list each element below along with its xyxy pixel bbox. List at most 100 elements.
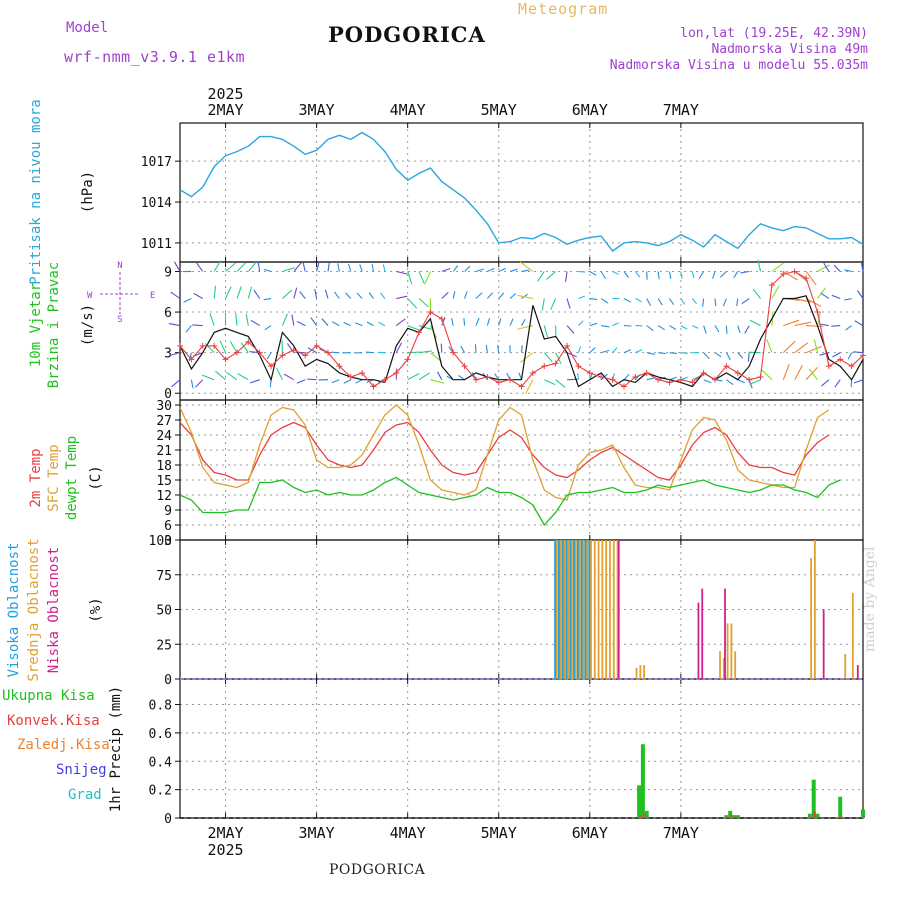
wind-barb — [646, 325, 654, 332]
wind-barb — [578, 270, 586, 273]
wind-barb — [355, 379, 363, 384]
temp-line-2 — [179, 476, 841, 527]
wind-gust-marker — [768, 282, 775, 288]
wind-barb — [170, 291, 181, 299]
wind-barb — [475, 317, 480, 326]
year-label-top: 2025 — [207, 85, 243, 103]
elevation-label: Nadmorska Visina 49m — [711, 42, 868, 57]
wind-gust-marker — [632, 374, 639, 380]
precip-bar-1 — [639, 815, 642, 818]
wind-barb — [192, 324, 203, 327]
wind-barb — [658, 352, 666, 355]
wind-gust-marker — [359, 369, 366, 376]
wind-barb — [546, 271, 557, 280]
wind-barb — [424, 271, 431, 285]
wind-barb — [794, 321, 811, 327]
wind-gust-marker — [370, 383, 377, 390]
wind-barb — [550, 298, 557, 311]
wind-barb — [783, 319, 800, 327]
wind-barb — [249, 379, 260, 384]
wind-barb — [541, 298, 545, 311]
x-tick-label-bottom: 3MAY — [299, 824, 335, 842]
wind-barb — [805, 367, 818, 381]
wind-barb — [452, 265, 459, 272]
wind-barb — [337, 263, 340, 272]
wind-barb — [805, 345, 822, 354]
precip-bar-1 — [734, 816, 736, 818]
precip-bar-0 — [724, 815, 729, 818]
cloud-axis-label-mid: Srednja Oblacnost — [26, 538, 42, 681]
precip-bar-0 — [732, 815, 736, 818]
y-tick-label: 30 — [156, 399, 172, 414]
wind-barb — [190, 379, 194, 389]
precip-bar-1 — [642, 813, 645, 819]
wind-barb — [437, 371, 443, 380]
wind-barb — [831, 294, 841, 300]
wind-barb — [521, 269, 529, 273]
wind-barb — [282, 289, 293, 299]
wind-gust-marker — [609, 376, 616, 383]
wind-barb — [168, 323, 181, 327]
wind-barb — [761, 369, 773, 381]
wind-barb — [766, 339, 773, 353]
wind-barb — [464, 291, 468, 299]
wind-gust-marker — [666, 379, 673, 386]
wind-gust-marker — [814, 309, 821, 316]
wind-gust-marker — [780, 271, 787, 278]
wind-barb — [577, 346, 582, 353]
wind-gust-marker — [677, 376, 684, 383]
wind-barb — [737, 379, 745, 384]
wind-barb — [382, 264, 386, 272]
wind-gust-line — [179, 270, 864, 388]
wind-barb — [669, 325, 677, 330]
wind-barb — [282, 267, 295, 272]
wind-barb — [635, 349, 643, 354]
precip-bar-0 — [861, 809, 865, 818]
precip-bar-1 — [730, 815, 733, 818]
wind-barb — [395, 318, 406, 327]
precip-bar-0 — [644, 810, 649, 819]
wind-barb — [486, 292, 494, 299]
precip-bar-0 — [838, 796, 843, 819]
wind-barb — [601, 325, 610, 328]
precip-bar-0 — [811, 779, 816, 819]
wind-barb — [589, 297, 598, 300]
wind-barb — [347, 263, 352, 272]
wind-barb — [418, 325, 432, 330]
wind-barb — [316, 261, 320, 272]
wind-gust-marker — [233, 349, 240, 356]
wind-barb — [485, 344, 488, 353]
wind-barb — [219, 340, 227, 353]
wind-barb — [281, 313, 288, 326]
wind-barb — [805, 271, 817, 286]
wind-barb — [856, 290, 864, 299]
wind-barb — [213, 260, 222, 272]
wind-barb — [691, 271, 695, 279]
wind-barb — [475, 268, 484, 272]
cloud-unit-label: (%) — [88, 597, 104, 622]
wind-gust-marker — [564, 342, 571, 349]
precip-bar-1 — [646, 816, 649, 818]
wind-barb — [771, 262, 784, 272]
precip-bar-0 — [728, 810, 733, 819]
y-tick-label: 3 — [164, 347, 172, 362]
y-tick-label: 3 — [164, 534, 172, 549]
wind-barb — [407, 325, 421, 332]
temp-axis-label-dew: dewpt Temp — [64, 436, 80, 520]
wind-barb — [744, 325, 750, 334]
wind-gust-marker — [689, 379, 696, 386]
wind-barb — [714, 298, 717, 307]
wind-gust-marker — [245, 338, 252, 345]
wind-barb — [692, 376, 699, 381]
wind-barb — [276, 368, 283, 380]
wind-gust-marker — [837, 356, 844, 363]
wind-barb — [565, 271, 568, 282]
wind-barb — [832, 352, 841, 358]
wind-barb — [698, 271, 705, 279]
temp-axis-label-2m: 2m Temp — [28, 448, 44, 507]
wind-barb — [215, 370, 226, 381]
wind-gust-marker — [655, 376, 662, 383]
wind-barb — [506, 372, 511, 380]
wind-gust-marker — [290, 346, 297, 353]
wind-barb — [749, 379, 761, 385]
